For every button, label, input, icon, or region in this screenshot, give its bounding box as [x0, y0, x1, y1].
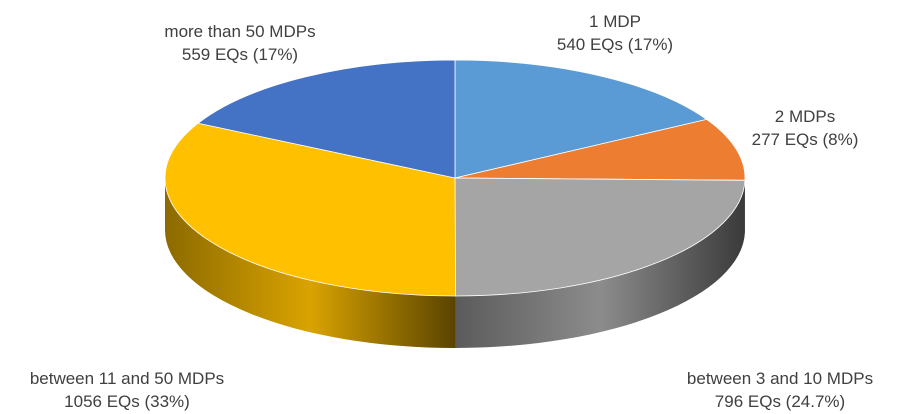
- slice-label-1-mdp-value: 540 EQs (17%): [556, 35, 674, 54]
- slice-label-1-mdp-name: 1 MDP: [589, 12, 641, 31]
- slice-label-2-mdps: 2 MDPs 277 EQs (8%): [740, 105, 870, 151]
- pie-slice-more-than-50-mdps: [197, 59, 456, 179]
- slice-label-more-50-mdps: more than 50 MDPs 559 EQs (17%): [140, 20, 340, 66]
- slice-label-11-50-mdps-name: between 11 and 50 MDPs: [29, 369, 225, 388]
- slice-label-3-10-mdps-name: between 3 and 10 MDPs: [686, 369, 874, 388]
- pie-slice-between-3-and-10-mdps: [454, 177, 746, 297]
- slice-label-11-50-mdps-value: 1056 EQs (33%): [64, 392, 190, 411]
- slice-label-3-10-mdps: between 3 and 10 MDPs 796 EQs (24.7%): [668, 367, 892, 413]
- slice-label-more-50-mdps-name: more than 50 MDPs: [164, 22, 316, 41]
- pie-top-slices: [164, 59, 746, 297]
- pie-slice-between-11-and-50-mdps: [164, 122, 456, 297]
- slice-label-2-mdps-value: 277 EQs (8%): [751, 130, 859, 149]
- slice-label-3-10-mdps-value: 796 EQs (24.7%): [714, 392, 846, 411]
- slice-label-more-50-mdps-value: 559 EQs (17%): [181, 45, 299, 64]
- pie-side-between-11-and-50-mdps: [165, 178, 456, 348]
- slice-label-2-mdps-name: 2 MDPs: [774, 107, 836, 126]
- slice-label-1-mdp: 1 MDP 540 EQs (17%): [535, 10, 695, 56]
- slice-label-11-50-mdps: between 11 and 50 MDPs 1056 EQs (33%): [2, 367, 252, 413]
- pie-slice-1-mdp: [454, 59, 708, 179]
- pie-side-between-3-and-10-mdps: [455, 180, 745, 348]
- pie-sides: [165, 178, 745, 348]
- pie-slice-2-mdps: [454, 118, 746, 181]
